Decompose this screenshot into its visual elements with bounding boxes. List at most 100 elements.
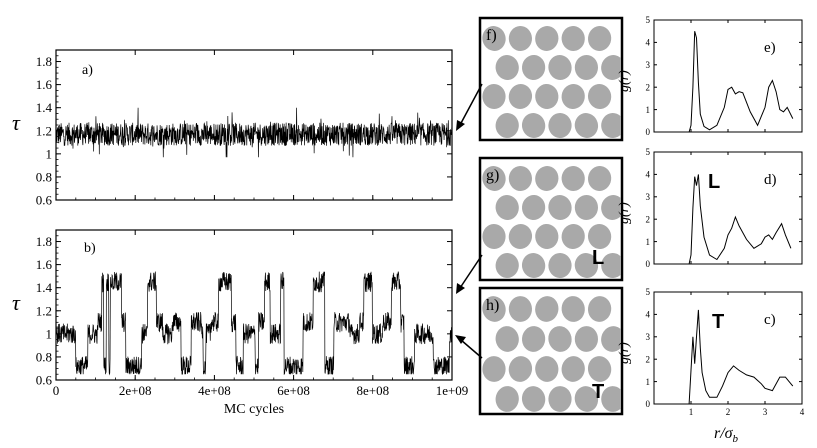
annotation-T: T — [712, 311, 724, 333]
x-axis-label-c: r/σb — [714, 425, 739, 445]
particle — [521, 386, 546, 412]
particle — [548, 326, 572, 352]
plot-frame-d — [653, 151, 803, 265]
y-tick-label: 1.6 — [36, 77, 53, 92]
x-tick-label: 2e+08 — [119, 383, 152, 398]
particle — [561, 166, 585, 191]
arrow-f — [459, 83, 483, 126]
y-axis-label-d: g(r) — [617, 202, 632, 224]
y-tick-label: 4 — [646, 170, 651, 180]
y-tick-label: 1 — [646, 377, 651, 387]
particle — [601, 195, 621, 220]
tau-trace-panel-b: 0.6 0.8 1 1.2 1.4 1.6 1.8 0 2e+08 4e+08 6e+08 8e+0… — [12, 229, 468, 417]
y-tick-label: 5 — [646, 287, 651, 297]
particle — [482, 296, 506, 322]
tau-series-b — [55, 271, 453, 376]
y-ticks-e: 0 1 2 3 4 5 — [646, 15, 802, 137]
y-tick-label: 0 — [646, 127, 651, 137]
x-ticks-a — [55, 50, 453, 200]
y-axis-label-a: τ — [12, 110, 21, 135]
arrow-f-head — [456, 120, 465, 131]
x-tick-label: 3 — [763, 407, 768, 417]
panel-label-e: e) — [764, 40, 776, 56]
rdf-curve-c — [685, 309, 794, 405]
y-tick-label: 5 — [646, 147, 651, 157]
plot-frame-b — [55, 229, 453, 381]
y-tick-label: 0.6 — [36, 373, 53, 388]
y-tick-label: 1.4 — [36, 280, 53, 295]
particles — [482, 296, 621, 412]
particle — [574, 113, 599, 138]
snapshot-arrows — [455, 83, 483, 359]
particle — [574, 55, 599, 80]
x-tick-label: 4e+08 — [198, 383, 231, 398]
particles — [482, 26, 621, 138]
particle — [587, 224, 612, 249]
y-tick-label: 1.2 — [36, 123, 52, 138]
y-ticks-c: 0 1 2 3 4 5 — [646, 287, 802, 409]
y-tick-label: 4 — [646, 38, 651, 48]
rdf-curve-d — [685, 174, 792, 265]
particle — [561, 84, 585, 109]
y-tick-label: 1.8 — [36, 54, 52, 69]
particle — [482, 166, 506, 191]
particle — [587, 356, 612, 382]
y-ticks-d: 0 1 2 3 4 5 — [646, 147, 802, 269]
particle — [587, 166, 612, 191]
y-tick-label: 1.2 — [36, 303, 52, 318]
particle — [495, 55, 519, 80]
y-axis-label-e: g(r) — [617, 70, 632, 92]
particle — [561, 224, 585, 249]
particle — [508, 224, 533, 249]
y-tick-label: 0 — [646, 259, 651, 269]
particle — [495, 326, 519, 352]
y-tick-label: 3 — [646, 192, 651, 202]
particle — [521, 55, 546, 80]
particle — [574, 386, 599, 412]
plot-frame-c — [653, 291, 803, 405]
particle — [574, 195, 599, 220]
y-tick-label: 1 — [46, 326, 53, 341]
particle — [535, 26, 559, 51]
particle — [601, 386, 621, 412]
snapshot-f: f) — [478, 16, 624, 142]
y-tick-label: 1.4 — [36, 100, 53, 115]
x-ticks-e — [690, 20, 803, 132]
particle — [548, 386, 572, 412]
x-tick-label: 2 — [726, 407, 731, 417]
y-tick-label: 0.6 — [36, 193, 53, 208]
particle — [495, 386, 519, 412]
particle — [535, 166, 559, 191]
particle — [482, 84, 506, 109]
particle — [561, 356, 585, 382]
configuration-snapshots: f) g) Lh) T — [478, 16, 624, 416]
particle — [535, 224, 559, 249]
y-axis-label-b: τ — [12, 290, 21, 315]
particle — [508, 296, 533, 322]
y-tick-label: 5 — [646, 15, 651, 25]
particle — [508, 166, 533, 191]
x-tick-label: 6e+08 — [277, 383, 310, 398]
particle — [601, 326, 621, 352]
particle — [521, 113, 546, 138]
particle — [482, 26, 506, 51]
y-tick-label: 1.8 — [36, 234, 52, 249]
y-tick-label: 0.8 — [36, 169, 52, 184]
particle — [508, 356, 533, 382]
y-tick-label: 2 — [646, 82, 651, 92]
particle — [548, 195, 572, 220]
particle — [482, 224, 506, 249]
particle — [521, 195, 546, 220]
y-tick-label: 1 — [646, 105, 651, 115]
arrow-h — [460, 339, 483, 359]
particle — [587, 84, 612, 109]
x-tick-label: 4 — [800, 407, 805, 417]
x-tick-label: 1 — [689, 407, 694, 417]
y-ticks-a: 0.6 0.8 1 1.2 1.4 1.6 1.8 — [36, 49, 452, 208]
particle — [495, 195, 519, 220]
particle — [574, 326, 599, 352]
particle — [535, 356, 559, 382]
y-tick-label: 2 — [646, 354, 651, 364]
x-tick-label: 0 — [53, 383, 60, 398]
particle — [548, 55, 572, 80]
